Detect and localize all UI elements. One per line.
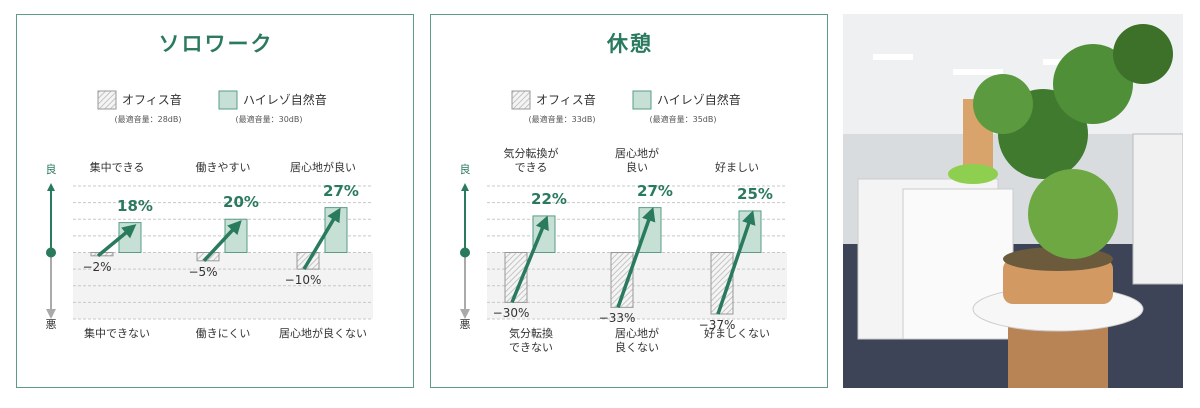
trend-arrow (202, 220, 242, 263)
legend-note: (最適音量：28dB) (114, 115, 182, 124)
bottom-label: 好ましくない (704, 327, 770, 340)
category-label: 働きやすい (195, 161, 251, 174)
axis-down-head (46, 309, 56, 319)
legend-label: ハイレゾ自然音 (243, 93, 327, 107)
legend-note: (最適音量：33dB) (528, 115, 596, 124)
trend-arrow (302, 207, 341, 271)
axis-origin (46, 247, 56, 258)
y-bottom-label: 悪 (459, 318, 471, 331)
value-label: −33% (598, 311, 636, 326)
legend-label: オフィス音 (536, 93, 596, 107)
bottom-label: 働きにくい (195, 327, 251, 340)
trend-arrow (96, 224, 137, 258)
y-top-label: 良 (459, 163, 471, 176)
y-top-label: 良 (45, 163, 57, 176)
y-bottom-label: 悪 (45, 318, 57, 331)
bottom-label: 気分転換 できない (509, 327, 553, 354)
category-label: 集中できる (89, 161, 145, 174)
bar (504, 252, 528, 303)
chart (460, 90, 787, 320)
chart (46, 90, 373, 320)
value-label: −10% (284, 273, 322, 288)
value-label: −30% (492, 306, 530, 321)
axis-origin (460, 247, 470, 258)
value-label: 25% (737, 184, 773, 203)
bar (710, 252, 734, 315)
axis-down-head (460, 309, 470, 319)
trend-arrow (716, 210, 756, 315)
value-label: 27% (323, 181, 359, 200)
value-label: 18% (117, 196, 153, 215)
category-label: 居心地が良い (290, 161, 356, 174)
chart-title: ソロワーク (158, 32, 274, 56)
bar (610, 252, 634, 308)
legend-swatch (511, 90, 531, 110)
chart-panel: 休憩 オフィス音 (最適音量：33dB) ハイレゾ自然音 (最適音量：35dB) 良悪気分… (430, 14, 828, 388)
bottom-label: 居心地が 良くない (615, 327, 659, 354)
office-photo (843, 14, 1183, 388)
legend-swatch (632, 90, 652, 110)
category-label: 好ましい (715, 161, 759, 174)
legend-swatch (97, 90, 117, 110)
chart-panel: ソロワークオフィス音 (最適音量：28dB) ハイレゾ自然音 (最適音量：30dB) 良… (16, 14, 414, 388)
chart-title: 休憩 (607, 32, 653, 56)
value-label: 20% (223, 193, 259, 212)
bottom-label: 居心地が良くない (279, 327, 367, 340)
category-label: 気分転換が できる (503, 147, 559, 174)
legend-note: (最適音量：30dB) (235, 115, 303, 124)
value-label: 27% (637, 181, 673, 200)
value-label: −37% (698, 318, 736, 332)
legend-swatch (218, 90, 238, 110)
value-label: 22% (531, 189, 567, 208)
category-label: 居心地が 良い (615, 147, 659, 174)
bottom-label: 集中できない (84, 327, 150, 340)
trend-arrow (616, 207, 656, 308)
value-label: −5% (188, 264, 218, 279)
trend-arrow (510, 215, 549, 304)
legend-note: (最適音量：35dB) (649, 115, 717, 124)
legend-label: ハイレゾ自然音 (657, 93, 741, 107)
legend-label: オフィス音 (122, 93, 182, 107)
value-label: −2% (82, 259, 112, 274)
